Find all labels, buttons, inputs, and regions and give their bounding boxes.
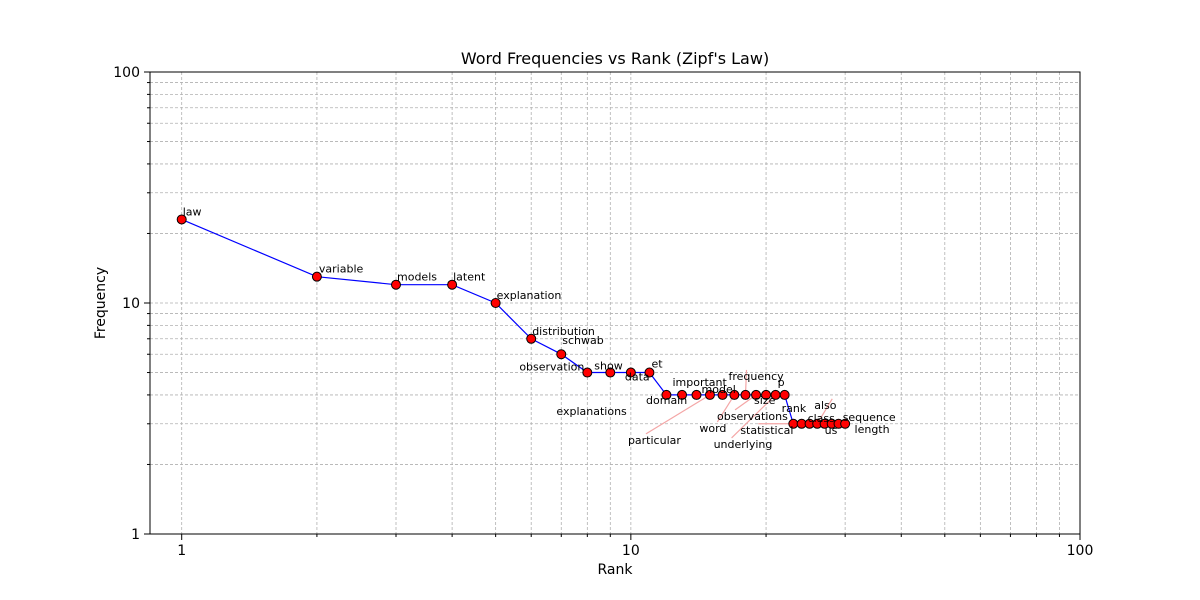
word-label-underlying: underlying: [714, 438, 773, 451]
word-label-observation: observation: [519, 361, 584, 374]
word-label-explanation: explanation: [497, 289, 562, 302]
data-point: [526, 333, 537, 344]
word-label-domain: domain: [646, 394, 687, 407]
chart-title: Word Frequencies vs Rank (Zipf's Law): [461, 49, 769, 68]
data-point: [779, 389, 790, 400]
x-tick-label: 100: [1067, 543, 1094, 559]
word-label-et: et: [651, 358, 663, 371]
word-label-explanations: explanations: [556, 405, 627, 418]
data-markers: [176, 214, 851, 429]
word-label-also: also: [814, 399, 837, 412]
data-point: [717, 389, 728, 400]
data-point: [625, 367, 636, 378]
y-tick-label: 1: [131, 527, 140, 543]
data-point: [391, 279, 402, 290]
word-label-p: p: [778, 376, 785, 389]
word-label-size: size: [754, 394, 776, 407]
data-point: [490, 298, 501, 308]
word-label-class: class: [808, 412, 836, 425]
word-label-length: length: [855, 423, 890, 436]
word-label-sequence: sequence: [843, 411, 896, 424]
word-label-variable: variable: [319, 263, 364, 276]
word-label-model: model: [702, 383, 736, 396]
data-point: [740, 389, 751, 400]
data-point: [311, 271, 322, 282]
word-label-show: show: [594, 360, 622, 373]
word-label-rank: rank: [782, 402, 807, 415]
data-point: [176, 214, 187, 225]
word-labels: law variable models latent explanation distri…: [183, 205, 896, 450]
data-point: [691, 389, 702, 400]
data-point: [644, 367, 655, 378]
word-label-us: us: [825, 424, 838, 437]
word-label-latent: latent: [453, 271, 486, 284]
x-tick-label: 1: [177, 543, 186, 559]
y-tick-label: 100: [113, 65, 140, 81]
data-point: [729, 389, 740, 400]
data-point: [704, 389, 715, 400]
word-label-distribution: distribution: [532, 325, 595, 338]
data-point: [447, 279, 458, 290]
word-label-data: data: [625, 371, 650, 384]
data-point: [556, 349, 567, 360]
label-arrow: [731, 394, 776, 439]
label-arrow: [716, 394, 735, 423]
data-point: [582, 367, 593, 378]
word-label-schwab: schwab: [562, 334, 603, 347]
y-tick-label: 10: [122, 296, 140, 312]
x-tick-label: 10: [622, 543, 640, 559]
data-point: [677, 389, 688, 400]
data-point: [605, 367, 616, 378]
word-label-particular: particular: [628, 434, 681, 447]
word-label-statistical: statistical: [740, 424, 793, 437]
y-axis-label: Frequency: [93, 267, 109, 339]
word-label-important: important: [672, 376, 727, 389]
word-label-frequency: frequency: [729, 370, 785, 383]
label-arrow: [645, 394, 711, 435]
word-label-law: law: [183, 205, 202, 218]
x-axis-label: Rank: [598, 562, 634, 578]
data-point: [840, 418, 851, 429]
data-point: [751, 389, 762, 400]
axis-ticks: 1 10 100 1 10 100: [113, 65, 1093, 559]
word-label-word: word: [699, 422, 726, 435]
word-label-models: models: [397, 271, 437, 284]
word-label-observations: observations: [717, 410, 788, 423]
data-point: [761, 389, 772, 400]
data-point: [661, 389, 672, 400]
